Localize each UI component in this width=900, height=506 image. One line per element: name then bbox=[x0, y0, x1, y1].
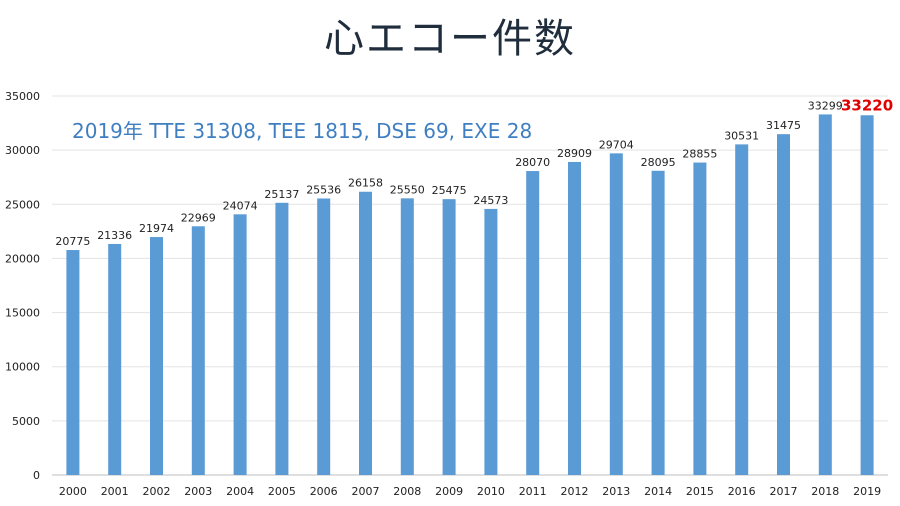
data-label-2016: 30531 bbox=[724, 129, 759, 142]
x-tick-label-2013: 2013 bbox=[602, 485, 630, 498]
x-tick-label-2000: 2000 bbox=[59, 485, 87, 498]
y-tick-label-30000: 30000 bbox=[5, 144, 40, 157]
bar-2006 bbox=[317, 198, 331, 475]
bar-2019 bbox=[860, 115, 874, 476]
bar-2014 bbox=[651, 170, 665, 475]
data-label-2013: 29704 bbox=[599, 138, 634, 151]
y-tick-label-10000: 10000 bbox=[5, 361, 40, 374]
bar-2017 bbox=[777, 134, 790, 475]
x-tick-label-2006: 2006 bbox=[310, 485, 338, 498]
data-label-2014: 28095 bbox=[641, 156, 676, 169]
bar-2008 bbox=[400, 198, 414, 475]
x-tick-label-2010: 2010 bbox=[477, 485, 505, 498]
data-label-2009: 25475 bbox=[432, 184, 467, 197]
bar-2015 bbox=[693, 162, 707, 475]
x-tick-label-2017: 2017 bbox=[770, 485, 798, 498]
data-label-2001: 21336 bbox=[97, 229, 132, 242]
data-label-2011: 28070 bbox=[515, 156, 550, 169]
data-label-2006: 25536 bbox=[306, 183, 341, 196]
bar-2016 bbox=[735, 144, 749, 475]
bar-2009 bbox=[442, 199, 456, 475]
data-label-2004: 24074 bbox=[223, 199, 258, 212]
data-label-2002: 21974 bbox=[139, 222, 174, 235]
bar-2007 bbox=[359, 191, 372, 476]
y-tick-label-25000: 25000 bbox=[5, 198, 40, 211]
bar-2012 bbox=[568, 161, 581, 475]
data-label-2012: 28909 bbox=[557, 147, 592, 160]
chart-annotation: 2019年 TTE 31308, TEE 1815, DSE 69, EXE 2… bbox=[72, 119, 533, 143]
y-tick-label-15000: 15000 bbox=[5, 307, 40, 320]
y-tick-label-20000: 20000 bbox=[5, 252, 40, 265]
bar-2002 bbox=[150, 237, 163, 475]
x-tick-label-2005: 2005 bbox=[268, 485, 296, 498]
x-tick-label-2001: 2001 bbox=[101, 485, 129, 498]
x-tick-label-2014: 2014 bbox=[644, 485, 672, 498]
data-label-2000: 20775 bbox=[55, 235, 90, 248]
bar-2010 bbox=[484, 208, 498, 475]
bar-2011 bbox=[526, 171, 540, 476]
x-tick-label-2003: 2003 bbox=[184, 485, 212, 498]
x-tick-label-2002: 2002 bbox=[143, 485, 171, 498]
x-tick-label-2004: 2004 bbox=[226, 485, 254, 498]
x-tick-label-2019: 2019 bbox=[853, 485, 881, 498]
data-label-2018: 33299 bbox=[808, 99, 843, 112]
bar-2004 bbox=[233, 214, 247, 475]
data-label-2019: 33220 bbox=[841, 96, 893, 114]
x-tick-label-2009: 2009 bbox=[435, 485, 463, 498]
bar-2003 bbox=[191, 226, 205, 475]
x-tick-label-2012: 2012 bbox=[561, 485, 589, 498]
data-label-2003: 22969 bbox=[181, 211, 216, 224]
x-tick-label-2016: 2016 bbox=[728, 485, 756, 498]
bar-2001 bbox=[108, 243, 122, 475]
x-tick-label-2007: 2007 bbox=[352, 485, 380, 498]
data-label-2005: 25137 bbox=[264, 188, 299, 201]
bar-2005 bbox=[275, 202, 289, 476]
x-tick-label-2011: 2011 bbox=[519, 485, 547, 498]
x-tick-label-2008: 2008 bbox=[393, 485, 421, 498]
bar-2018 bbox=[818, 114, 832, 475]
bar-2013 bbox=[609, 153, 623, 475]
y-tick-label-5000: 5000 bbox=[12, 415, 40, 428]
data-label-2017: 31475 bbox=[766, 119, 801, 132]
data-label-2008: 25550 bbox=[390, 183, 425, 196]
data-label-2010: 24573 bbox=[473, 194, 508, 207]
chart-title: 心エコー件数 bbox=[324, 16, 576, 62]
y-tick-label-0: 0 bbox=[33, 469, 40, 482]
x-tick-label-2015: 2015 bbox=[686, 485, 714, 498]
bar-2000 bbox=[66, 250, 80, 475]
data-label-2015: 28855 bbox=[682, 148, 717, 161]
x-tick-label-2018: 2018 bbox=[811, 485, 839, 498]
data-label-2007: 26158 bbox=[348, 177, 383, 190]
y-tick-label-35000: 35000 bbox=[5, 90, 40, 103]
